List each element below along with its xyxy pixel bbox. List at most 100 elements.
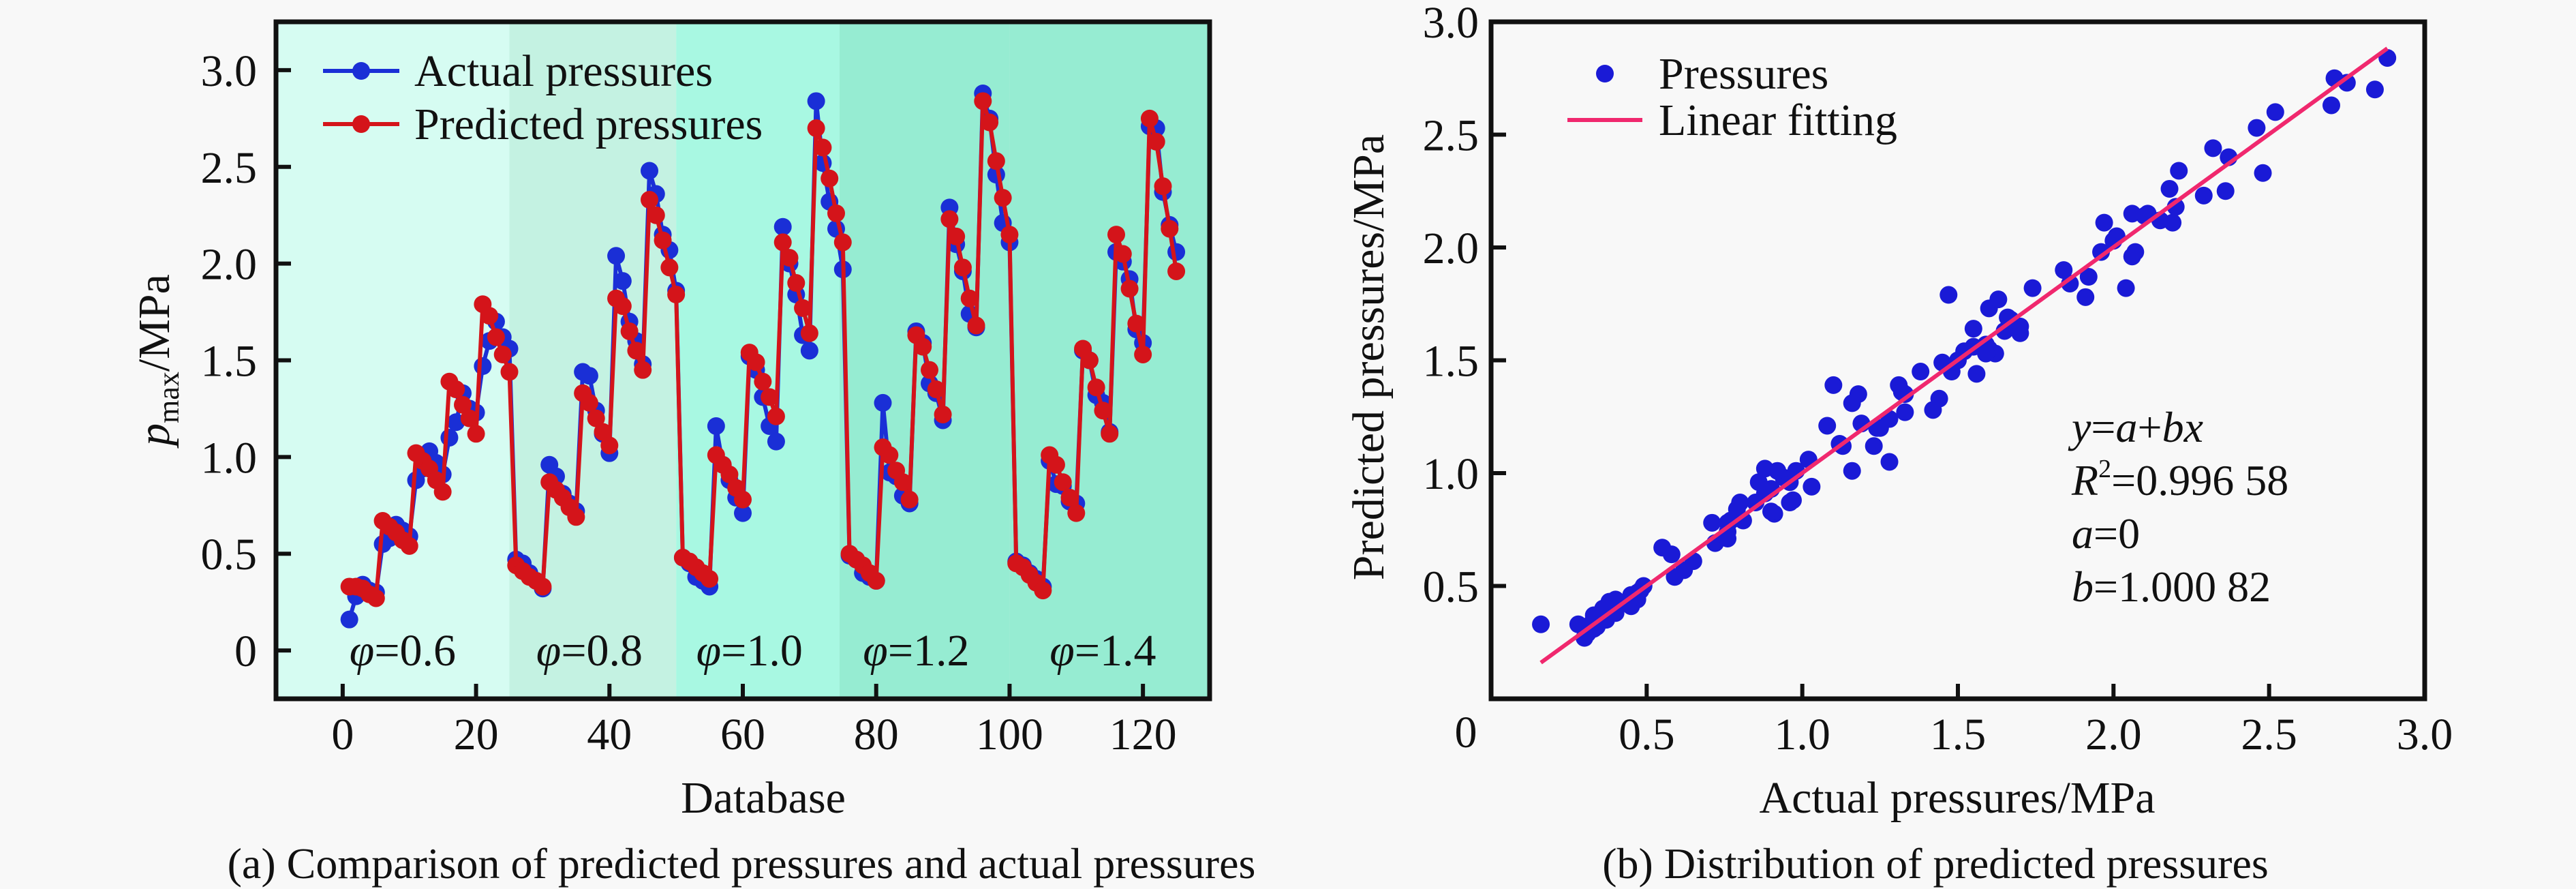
chart-b-y-axis-title: Predicted pressures/MPa — [1344, 134, 1394, 580]
phi-region-label: φ=0.8 — [536, 626, 643, 676]
data-point — [1120, 280, 1139, 298]
data-point — [914, 337, 932, 356]
data-point — [1047, 455, 1065, 474]
chart-a-y-axis: 0 0.5 1.0 1.5 2.0 2.5 3.0 — [201, 46, 291, 676]
scatter-point — [2266, 103, 2284, 121]
scatter-point — [2092, 243, 2111, 261]
phi-region-label: φ=1.0 — [696, 626, 803, 676]
data-point — [701, 570, 719, 588]
data-point — [734, 490, 752, 509]
scatter-point — [2095, 213, 2113, 232]
x-tick-label: 20 — [454, 710, 499, 759]
data-point — [607, 247, 626, 265]
data-point — [880, 446, 899, 464]
data-point — [821, 169, 839, 187]
data-point — [1140, 109, 1159, 127]
data-point — [940, 210, 959, 228]
data-point — [447, 380, 465, 399]
x-tick-label: 1.0 — [1774, 710, 1830, 759]
y-tick-label: 1.5 — [201, 337, 258, 387]
y-axis-symbol: p — [129, 423, 179, 449]
scatter-point — [2254, 164, 2272, 182]
data-point — [720, 465, 739, 483]
y-tick-label: 3.0 — [1423, 0, 1479, 48]
linear-fit-line — [1539, 46, 2389, 665]
data-point — [1067, 504, 1086, 522]
legend-predicted-label: Predicted pressures — [414, 100, 763, 149]
scatter-point — [2365, 80, 2384, 99]
scatter-point — [2194, 186, 2213, 205]
scatter-point — [1843, 394, 1861, 412]
data-point — [613, 272, 632, 290]
data-point — [1154, 177, 1172, 196]
scatter-point — [2164, 213, 2182, 232]
fit-intercept: a=0 — [2072, 509, 2140, 558]
scatter-point — [1843, 462, 1861, 480]
data-point — [1087, 378, 1105, 397]
eq-bx: bx — [2162, 403, 2203, 451]
phi-symbol: φ — [863, 626, 888, 676]
data-point — [634, 361, 652, 379]
data-point — [1060, 488, 1079, 507]
fit-equation: y=a+bx — [2068, 403, 2203, 451]
scatter-point — [1803, 477, 1821, 496]
data-point — [707, 417, 725, 435]
data-point — [1034, 582, 1052, 600]
scatter-point — [2322, 96, 2340, 115]
x-tick-label: 2.5 — [2241, 710, 2297, 759]
y-tick-label: 0.5 — [1423, 562, 1479, 612]
data-point — [934, 405, 952, 423]
scatter-point — [1584, 620, 1603, 638]
data-point — [474, 357, 492, 376]
r2-symbol: R — [2071, 456, 2098, 504]
data-point — [340, 610, 358, 629]
y-tick-label: 2.0 — [1423, 224, 1479, 273]
phi-value: =1.0 — [721, 626, 803, 676]
legend-actual-marker-icon — [352, 62, 370, 80]
scatter-point — [1721, 511, 1740, 530]
data-point — [1101, 425, 1119, 443]
scatter-point — [1747, 494, 1765, 512]
phi-region-band — [276, 22, 510, 699]
chart-b-x-axis-title: Actual pressures/MPa — [1759, 773, 2155, 823]
b-value: =1.000 82 — [2094, 562, 2271, 611]
data-point — [794, 299, 812, 317]
data-point — [833, 233, 852, 252]
scatter-point — [2248, 119, 2266, 137]
a-symbol: a — [2072, 509, 2094, 558]
y-tick-label: 1.0 — [1423, 449, 1479, 499]
data-point — [981, 113, 999, 132]
scatter-point — [1939, 286, 1958, 304]
data-point — [921, 361, 938, 379]
data-point — [900, 490, 919, 509]
data-point — [953, 258, 972, 277]
scatter-point — [1532, 615, 1550, 633]
eq-a: a — [2116, 403, 2138, 451]
phi-value: =0.6 — [374, 626, 456, 676]
data-point — [647, 206, 665, 224]
b-symbol: b — [2072, 562, 2094, 611]
data-point — [1127, 314, 1146, 333]
series-predicted-pressures — [340, 92, 1186, 607]
data-point — [447, 413, 465, 432]
data-point — [493, 345, 512, 363]
scatter-point — [1662, 545, 1681, 564]
scatter-point — [1912, 363, 1930, 381]
chart-b-legend: Pressures Linear fitting — [1567, 49, 1897, 145]
data-point — [587, 409, 605, 427]
data-point — [1147, 132, 1165, 151]
data-point — [594, 423, 612, 441]
eq-equals: = — [2091, 403, 2115, 451]
phi-value: =1.4 — [1075, 626, 1156, 676]
scatter-point — [2023, 279, 2042, 297]
scatter-point — [1781, 494, 1799, 512]
data-point — [874, 393, 892, 412]
scatter-point — [1896, 403, 1914, 421]
x-tick-label: 0.5 — [1619, 710, 1675, 759]
r2-superscript: 2 — [2098, 455, 2111, 483]
data-point — [761, 388, 779, 406]
data-point — [580, 367, 598, 385]
data-point — [627, 342, 645, 360]
y-axis-subscript: max — [152, 372, 185, 423]
data-point — [600, 436, 619, 455]
